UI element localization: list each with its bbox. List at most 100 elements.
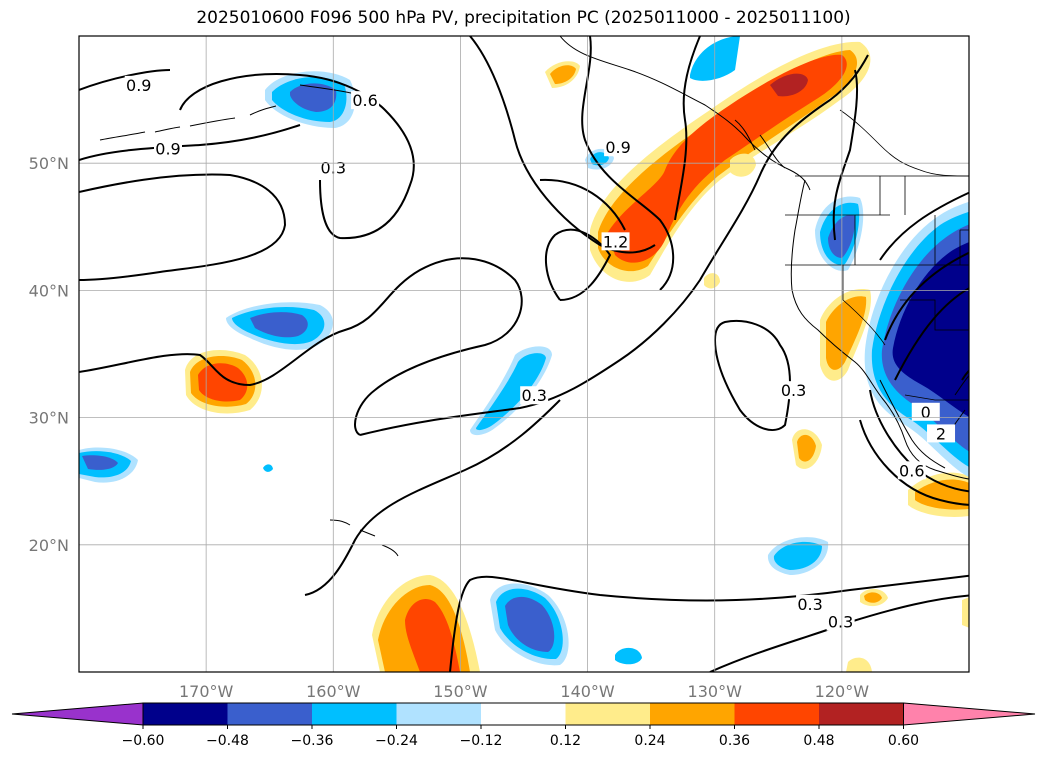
latitude-label: 20°N xyxy=(29,536,69,555)
precip-neg-mid-west-3 xyxy=(250,312,308,338)
precip-small-6 xyxy=(962,597,969,628)
coastline-baja xyxy=(879,379,946,469)
colorbar-cell xyxy=(481,703,566,725)
contour-label-bg xyxy=(601,232,630,251)
colorbar-tick-label: 0.24 xyxy=(634,733,665,749)
precip-sw-baja-2 xyxy=(915,479,969,510)
colorbar-tick-label: 0.60 xyxy=(888,733,919,749)
longitude-label: 130°W xyxy=(688,682,743,701)
precip-small-4 xyxy=(704,273,720,289)
precip-small-1-core xyxy=(550,65,576,84)
coastline-alaska-panhandle xyxy=(559,36,811,191)
longitude-labels: 170°W 160°W 150°W 140°W 130°W 120°W xyxy=(179,682,869,701)
border-us-mexico xyxy=(904,394,969,401)
colorbar-tick-label: −0.48 xyxy=(206,733,249,749)
border-states-2 xyxy=(904,176,969,265)
contour-label: 0 xyxy=(921,403,931,422)
pv-contour-0.9-north xyxy=(79,69,301,161)
contour-label-bg xyxy=(154,139,182,158)
precip-neg-south-3 xyxy=(615,647,642,665)
precip-neg-far-west-3 xyxy=(82,455,118,470)
contour-label: 1.2 xyxy=(603,232,628,251)
pv-contour-coast xyxy=(832,69,969,261)
precip-coast-strip-2 xyxy=(826,296,867,370)
coastline-hawaii xyxy=(329,519,399,557)
precip-neg-southwest-us-4 xyxy=(892,242,969,417)
contour-label-bg xyxy=(604,138,633,157)
colorbar-tick-label: −0.12 xyxy=(460,733,503,749)
precip-blob-hawaii-west-3 xyxy=(198,363,248,402)
contour-label-bg xyxy=(826,612,855,631)
contour-label-bg xyxy=(927,424,956,443)
latitude-label: 30°N xyxy=(29,409,69,428)
precip-small-2 xyxy=(730,153,756,177)
colorbar-cell xyxy=(819,703,904,725)
precip-small-5-core xyxy=(864,592,882,603)
border-canada-inner xyxy=(839,109,969,177)
contour-label: 0.6 xyxy=(899,461,924,480)
latitude-label: 50°N xyxy=(29,154,69,173)
precip-neg-aleutian-3 xyxy=(290,83,337,112)
precip-neg-small-dot xyxy=(263,464,273,472)
latitude-label: 40°N xyxy=(29,281,69,300)
contour-label-bg xyxy=(779,381,808,400)
contour-label-bg xyxy=(351,91,380,110)
contour-label-bg xyxy=(124,75,153,94)
pv-contour-0.3-south xyxy=(449,574,969,672)
contour-label: 2 xyxy=(936,424,946,443)
precip-shading-positive xyxy=(185,41,969,672)
contour-labels: 0.90.90.60.30.91.20.3 0.30.30.30.602 xyxy=(124,75,956,632)
longitude-label: 160°W xyxy=(306,682,361,701)
colorbar-extend-high xyxy=(903,702,1036,726)
longitude-label: 150°W xyxy=(433,682,488,701)
contour-label-bg xyxy=(796,594,825,613)
longitude-label: 170°W xyxy=(179,682,234,701)
colorbar-cell xyxy=(396,703,481,725)
colorbar-tick-label: −0.36 xyxy=(291,733,334,749)
pv-contour-0.3-se xyxy=(709,594,969,672)
colorbar-tick-label: 0.12 xyxy=(550,733,581,749)
colorbar-cell xyxy=(227,703,312,725)
precip-south-small xyxy=(846,657,872,672)
contour-label: 0.9 xyxy=(155,139,180,158)
border-california xyxy=(842,265,886,346)
precip-small-3-core xyxy=(797,434,816,462)
contour-label-bg xyxy=(897,461,926,480)
precip-band-core-3 xyxy=(770,73,808,97)
map-plot-area: 0.90.90.60.30.91.20.3 0.30.30.30.602 xyxy=(79,36,969,672)
contour-label: 0.9 xyxy=(605,138,630,157)
pv-contour-0.6-aleutian xyxy=(179,73,415,240)
colorbar-cell xyxy=(650,703,735,725)
pv-contour-0.3-long-south xyxy=(304,399,561,596)
pv-contour-0.9-upper xyxy=(469,36,656,254)
contour-label: 0.3 xyxy=(521,386,546,405)
colorbar-extend-low xyxy=(11,702,144,726)
map-title: 2025010600 F096 500 hPa PV, precipitatio… xyxy=(196,8,851,28)
precip-south-blob-3 xyxy=(405,599,460,672)
contour-label: 0.3 xyxy=(797,595,822,614)
map-frame xyxy=(78,35,970,673)
coastline-aleutian xyxy=(99,105,277,141)
contour-label: 0.6 xyxy=(352,91,377,110)
pv-contour-1.2 xyxy=(581,36,701,291)
border-states-1 xyxy=(785,176,969,266)
colorbar-cell xyxy=(734,703,819,725)
pv-contour-0.3-ridge xyxy=(79,257,523,436)
precip-neg-south-1b xyxy=(773,541,822,570)
pv-contour-0.9-center xyxy=(539,178,626,301)
colorbar: −0.60 −0.48 −0.36 −0.24 −0.12 0.12 0.24 0.36 0.4… xyxy=(11,702,1036,749)
longitude-label: 120°W xyxy=(815,682,870,701)
colorbar-tick-label: 0.48 xyxy=(803,733,834,749)
political-borders xyxy=(785,109,969,401)
precip-neg-south-2c xyxy=(505,596,555,652)
colorbar-tick-label: −0.24 xyxy=(375,733,418,749)
colorbar-tick-label: −0.60 xyxy=(122,733,165,749)
contour-label-bg xyxy=(520,386,549,405)
gridlines xyxy=(79,36,969,672)
pv-contour-0.3-central xyxy=(359,54,869,436)
colorbar-frame xyxy=(142,702,904,726)
contour-label: 0.9 xyxy=(126,76,151,95)
colorbar-cell xyxy=(143,703,228,725)
precip-band-core-2 xyxy=(608,54,847,263)
